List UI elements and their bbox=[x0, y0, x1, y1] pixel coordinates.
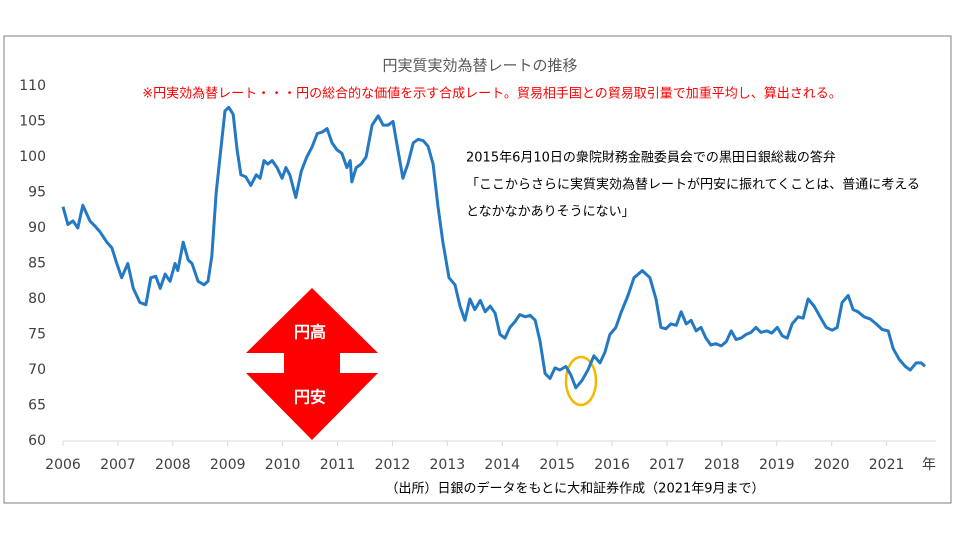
y-tick-label: 105 bbox=[19, 114, 46, 130]
x-tick-label: 2020 bbox=[814, 457, 850, 473]
y-tick-label: 90 bbox=[28, 220, 46, 236]
chart-border bbox=[3, 35, 952, 504]
y-tick-label: 95 bbox=[28, 185, 46, 201]
x-tick-label: 2012 bbox=[375, 457, 411, 473]
x-tick-label: 2014 bbox=[484, 457, 520, 473]
quote-line: となかなかありそうにない」 bbox=[466, 205, 635, 220]
arrow-label: 円高 bbox=[294, 323, 326, 342]
x-tick-label: 2006 bbox=[45, 457, 81, 473]
y-tick-label: 110 bbox=[19, 78, 46, 94]
quote-line: 2015年6月10日の衆院財務金融委員会での黒田日銀総裁の答弁 bbox=[466, 150, 836, 166]
x-tick-label: 2015 bbox=[539, 457, 575, 473]
x-tick-label: 2013 bbox=[430, 457, 466, 473]
x-tick-label: 2010 bbox=[265, 457, 301, 473]
x-tick-label: 2019 bbox=[759, 457, 795, 473]
x-tick-label: 2018 bbox=[704, 457, 740, 473]
y-tick-label: 80 bbox=[28, 291, 46, 307]
chart-title: 円実質実効為替レートの推移 bbox=[382, 57, 577, 75]
arrow bbox=[246, 288, 378, 440]
y-tick-label: 75 bbox=[28, 327, 46, 343]
x-tick-label: 2007 bbox=[100, 457, 136, 473]
x-tick-label: 2017 bbox=[649, 457, 685, 473]
x-tick-label: 2011 bbox=[320, 457, 356, 473]
line bbox=[61, 105, 927, 390]
y-tick-label: 65 bbox=[28, 398, 46, 414]
x-tick-label: 2008 bbox=[155, 457, 191, 473]
highlight-circle bbox=[564, 355, 598, 407]
arrow-label: 円安 bbox=[294, 388, 326, 407]
y-tick-label: 100 bbox=[19, 149, 46, 165]
x-tick-label: 2021 bbox=[869, 457, 905, 473]
quote-line: 「ここからさらに実質実効為替レートが円安に振れてくことは、普通に考える bbox=[466, 177, 920, 193]
y-tick-label: 85 bbox=[28, 256, 46, 272]
source: （出所）日銀のデータをもとに大和証券作成（2021年9月まで） bbox=[385, 481, 764, 497]
y-tick-label: 70 bbox=[28, 362, 46, 378]
x-axis-label: 年 bbox=[922, 457, 936, 473]
y-tick-label: 60 bbox=[28, 433, 46, 449]
x-tick-label: 2016 bbox=[594, 457, 630, 473]
note: ※円実効為替レート・・・円の総合的な価値を示す合成レート。貿易相手国との貿易取引… bbox=[142, 86, 842, 102]
x-tick-label: 2009 bbox=[210, 457, 246, 473]
